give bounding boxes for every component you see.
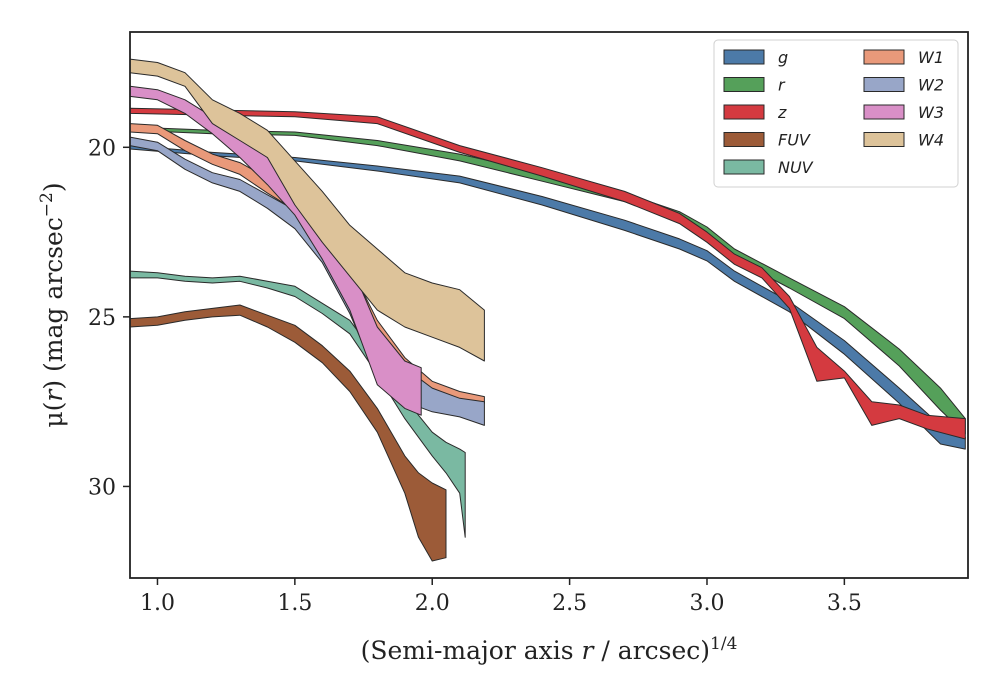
y-tick-label: 25 [88, 306, 116, 331]
legend-swatch-w1 [863, 49, 905, 65]
plot-frame [129, 31, 969, 579]
x-tick-label: 1.5 [277, 591, 312, 616]
band-nuv [129, 270, 466, 538]
x-tick-label: 3.0 [689, 591, 724, 616]
legend-swatch-w4 [863, 132, 905, 147]
x-axis-title-prefix: (Semi-major axis [361, 636, 582, 665]
legend-label-fuv: FUV [778, 131, 811, 150]
legend-label-g: g [778, 48, 788, 67]
legend-box [713, 39, 959, 188]
legend-label-w1: W1 [918, 48, 944, 67]
legend-swatch-z [723, 104, 765, 120]
y-axis-title-power: −2 [37, 192, 57, 217]
x-axis-title: (Semi-major axis r / arcsec)1/4 [361, 634, 738, 665]
y-axis-title-suffix: ) [39, 182, 68, 192]
legend-swatch-r [723, 77, 765, 92]
legend-swatch-w2 [863, 77, 905, 92]
legend-label-w4: W4 [918, 131, 944, 150]
x-axis-title-power: 1/4 [710, 634, 737, 654]
legend-label-w2: W2 [918, 76, 944, 95]
y-tick-label: 30 [88, 475, 116, 500]
x-tick-label: 3.5 [827, 591, 862, 616]
band-z [129, 107, 966, 440]
band-g [129, 145, 966, 450]
legend-swatch-g [723, 49, 765, 65]
legend-label-r: r [778, 76, 786, 95]
band-fuv [129, 304, 447, 562]
band-w4 [129, 58, 485, 362]
x-tick-label: 2.0 [415, 591, 450, 616]
y-axis-title-var: r [39, 388, 68, 402]
band-w2 [129, 136, 485, 426]
legend: grz FUV NUV W1 W2 W3 W4 [713, 39, 959, 188]
x-tick-label: 1.0 [140, 591, 175, 616]
legend-swatch-fuv [723, 132, 765, 147]
legend-label-nuv: NUV [778, 158, 814, 177]
legend-swatch-w3 [863, 104, 905, 120]
x-axis-title-var: r [582, 636, 596, 665]
legend-label-w3: W3 [918, 103, 944, 122]
x-axis-title-suffix: / arcsec) [593, 636, 710, 665]
y-tick-label: 20 [88, 136, 116, 161]
axis-ticks: 1.0 1.5 2.0 2.5 3.0 3.5 20 25 30 [88, 136, 862, 616]
y-axis-title-prefix: μ( [39, 402, 68, 428]
legend-label-z: z [777, 103, 787, 122]
y-axis-title: μ(r) (mag arcsec−2) [37, 182, 68, 427]
y-axis-title-mid: ) (mag arcsec [39, 217, 68, 390]
x-tick-label: 2.5 [552, 591, 587, 616]
profile-bands [129, 58, 966, 562]
legend-swatch-nuv [723, 159, 765, 175]
